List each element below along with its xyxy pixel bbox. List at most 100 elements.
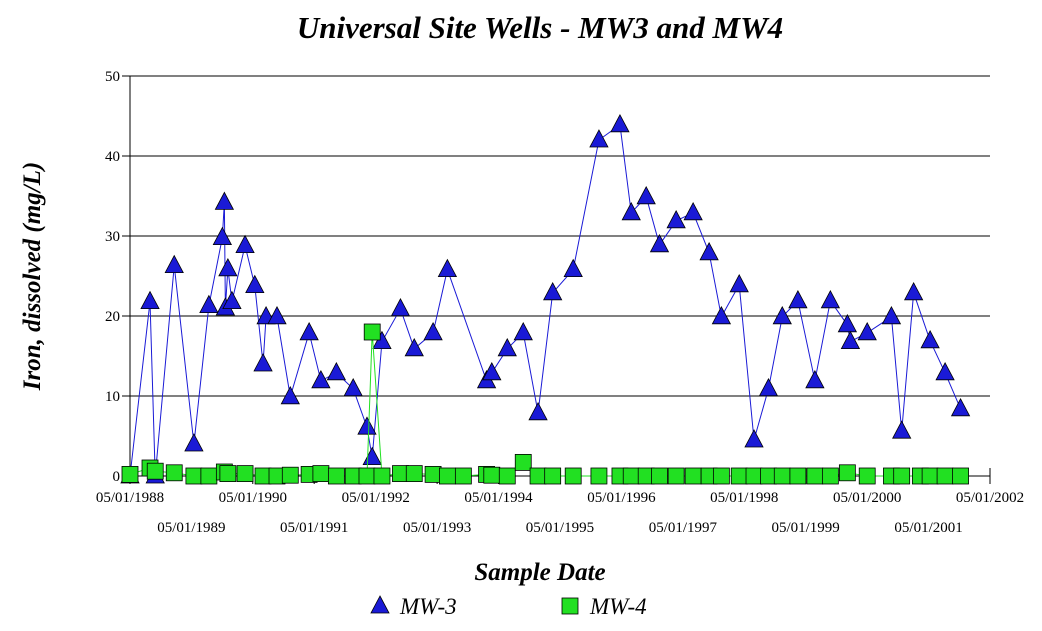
x-tick-label: 05/01/1989 (157, 520, 225, 536)
x-axis-label: Sample Date (474, 559, 605, 586)
triangle-marker (199, 294, 219, 314)
x-tick-label: 05/01/1998 (710, 490, 778, 506)
triangle-marker (772, 305, 792, 325)
triangle-marker (589, 129, 609, 148)
square-marker (373, 467, 391, 485)
triangle-marker (343, 377, 363, 397)
triangle-marker (729, 273, 749, 293)
square-marker (667, 467, 685, 485)
triangle-marker (892, 420, 912, 439)
square-marker (236, 465, 254, 483)
square-marker (773, 467, 791, 485)
square-marker (281, 466, 299, 484)
legend-label: MW-4 (589, 594, 647, 619)
triangle-marker (184, 433, 204, 452)
triangle-marker (245, 274, 265, 294)
x-tick-label: 05/01/2001 (894, 520, 962, 536)
triangle-marker (837, 313, 858, 333)
x-tick-label: 05/01/1999 (771, 520, 839, 536)
x-tick-label: 05/01/1990 (219, 490, 287, 506)
triangle-marker (683, 201, 703, 221)
y-tick-label: 10 (105, 389, 120, 405)
x-tick-label: 05/01/1993 (403, 520, 471, 536)
square-marker (514, 453, 532, 471)
square-marker (745, 467, 763, 485)
square-marker (200, 467, 218, 485)
triangle-marker (164, 254, 184, 274)
triangle-marker (950, 397, 971, 417)
triangle-marker (212, 226, 233, 246)
triangle-marker (423, 321, 443, 341)
x-tick-label: 05/01/1997 (649, 520, 718, 536)
square-marker (858, 467, 876, 485)
x-tick-label: 05/01/1992 (342, 490, 410, 506)
square-marker (529, 467, 547, 485)
triangle-marker (649, 233, 670, 253)
square-marker (483, 466, 501, 484)
triangle-marker (699, 241, 719, 261)
y-tick-label: 50 (105, 69, 120, 85)
square-marker (730, 467, 748, 485)
triangle-marker (903, 281, 924, 301)
square-marker (952, 467, 969, 485)
triangle-marker (820, 289, 841, 309)
x-tick-label: 05/01/2000 (833, 490, 901, 506)
triangle-marker (563, 258, 583, 278)
triangle-marker (404, 337, 424, 357)
square-marker (893, 467, 911, 485)
triangle-marker (280, 385, 300, 405)
x-tick-label: 05/01/1995 (526, 520, 594, 536)
square-marker (712, 467, 730, 485)
triangle-marker (299, 321, 319, 341)
square-marker (363, 323, 381, 341)
chart-title: Universal Site Wells - MW3 and MW4 (297, 10, 783, 45)
triangle-marker (857, 321, 877, 341)
triangle-marker (267, 305, 287, 325)
y-tick-label: 20 (105, 309, 120, 325)
y-tick-label: 40 (105, 149, 120, 165)
square-marker (438, 467, 456, 485)
square-marker (684, 467, 702, 485)
triangle-marker (140, 290, 160, 310)
square-marker (165, 464, 183, 482)
x-tick-label: 05/01/1994 (464, 490, 533, 506)
triangle-marker (362, 446, 382, 466)
triangle-marker (218, 257, 238, 277)
triangle-marker (788, 289, 808, 309)
triangle-marker (920, 329, 940, 349)
square-marker (312, 465, 330, 483)
square-marker (498, 467, 516, 485)
square-marker (564, 467, 582, 485)
square-marker (936, 467, 954, 485)
triangle-marker (881, 305, 902, 325)
square-marker (454, 467, 472, 485)
y-tick-label: 30 (105, 229, 120, 245)
x-tick-label: 05/01/2002 (956, 490, 1024, 506)
square-marker (622, 467, 640, 485)
square-marker (424, 465, 442, 483)
triangle-marker (744, 429, 764, 448)
square-marker (146, 462, 164, 480)
triangle-marker (636, 185, 656, 205)
triangle-marker (935, 361, 955, 381)
square-marker (806, 467, 824, 485)
triangle-marker (497, 337, 517, 357)
square-marker (358, 467, 376, 485)
square-marker (327, 467, 345, 485)
triangle-marker (482, 361, 502, 381)
triangle-marker (543, 281, 563, 301)
triangle-marker (528, 401, 548, 421)
square-marker (921, 467, 939, 485)
triangle-marker (666, 209, 686, 229)
legend-label: MW-3 (399, 594, 457, 619)
square-marker (405, 465, 423, 483)
square-marker (821, 467, 839, 485)
series-line (129, 123, 962, 477)
square-marker (185, 467, 203, 485)
triangle-marker (253, 353, 273, 372)
square-marker (590, 467, 608, 485)
square-marker (789, 467, 807, 485)
triangle-marker (390, 297, 411, 317)
y-tick-label: 0 (113, 469, 121, 485)
